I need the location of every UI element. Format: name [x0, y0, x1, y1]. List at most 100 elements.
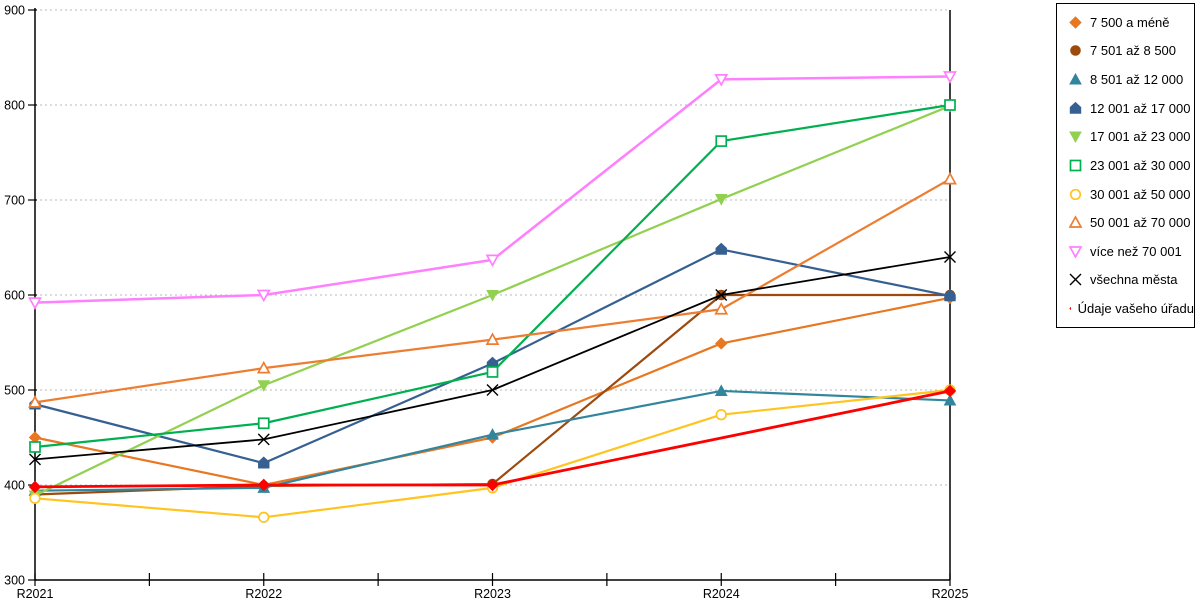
circle-legend-icon [1069, 188, 1082, 200]
legend-item: 7 500 a méně [1068, 9, 1194, 35]
series-marker [1069, 73, 1082, 85]
legend-item: 23 001 až 30 000 [1068, 152, 1194, 178]
y-tick-label: 400 [4, 479, 25, 493]
triangle-up-legend-icon [1069, 73, 1082, 85]
series-marker [715, 289, 728, 301]
y-tick-label: 500 [4, 384, 25, 398]
legend-item-label: 23 001 až 30 000 [1090, 157, 1191, 173]
series-10 [28, 384, 957, 494]
series-marker [1068, 245, 1083, 259]
series-marker [485, 254, 500, 268]
diamond-legend-icon [1069, 16, 1082, 29]
series-marker [944, 289, 956, 302]
series-marker [1069, 131, 1082, 144]
triangle-down-legend-icon [1069, 131, 1082, 144]
triangle-up-legend-icon [1068, 215, 1083, 229]
series-marker [1070, 45, 1081, 57]
series-marker [943, 171, 957, 185]
legend-item: 8 501 až 12 000 [1068, 67, 1194, 93]
legend-item-label: 50 001 až 70 000 [1090, 215, 1191, 231]
series-marker [944, 251, 956, 263]
series-marker [28, 480, 42, 494]
series-marker [258, 511, 270, 523]
y-tick-label: 800 [4, 99, 25, 113]
series-marker [714, 74, 729, 87]
legend-item: 7 501 až 8 500 [1068, 38, 1194, 64]
series-marker [29, 441, 41, 453]
legend-item-label: všechna města [1090, 272, 1178, 288]
series-marker [257, 417, 270, 430]
x-tick-label: R2022 [245, 587, 282, 600]
x-tick-label: R2025 [932, 587, 969, 600]
series-0 [28, 291, 957, 492]
series-marker [1069, 307, 1071, 310]
series-marker [1069, 188, 1082, 200]
series-marker [486, 384, 499, 396]
series-marker [943, 71, 957, 84]
legend-item-label: 7 501 až 8 500 [1090, 43, 1177, 59]
legend-item-label: Údaje vašeho úřadu [1077, 301, 1194, 317]
series-marker [1069, 159, 1082, 172]
legend-item-label: více než 70 001 [1090, 243, 1182, 259]
series-marker [1069, 16, 1082, 29]
x-legend-icon [1069, 273, 1082, 286]
legend-item: 30 001 až 50 000 [1068, 181, 1194, 207]
series-marker [256, 360, 271, 374]
series-7 [28, 171, 957, 408]
series-marker [944, 99, 956, 111]
legend-item-label: 17 001 až 23 000 [1090, 129, 1191, 145]
series-marker [715, 409, 727, 421]
y-tick-label: 300 [4, 574, 25, 588]
series-marker [486, 478, 499, 492]
x-tick-label: R2023 [474, 587, 511, 600]
series-marker [486, 290, 499, 302]
series-8 [28, 71, 957, 310]
legend-item-label: 12 001 až 17 000 [1090, 100, 1191, 116]
pentagon-legend-icon [1069, 101, 1082, 114]
legend-item: Údaje vašeho úřadu [1068, 296, 1194, 322]
series-marker [486, 366, 499, 378]
circle-legend-icon [1070, 45, 1081, 57]
legend-item: více než 70 001 [1068, 238, 1194, 264]
series-marker [714, 194, 728, 206]
legend-item-label: 7 500 a méně [1090, 14, 1170, 30]
series-marker [29, 492, 41, 504]
series-marker [715, 337, 728, 350]
series-marker [28, 395, 42, 408]
legend-item-label: 30 001 až 50 000 [1090, 186, 1191, 202]
series-9 [29, 251, 956, 466]
series-line [34, 388, 951, 519]
diamond-legend-icon [1069, 307, 1071, 310]
series-marker [714, 301, 729, 315]
legend-item: 50 001 až 70 000 [1068, 210, 1194, 236]
series-marker [257, 478, 270, 492]
square-legend-icon [1069, 159, 1082, 172]
y-tick-label: 700 [4, 194, 25, 208]
series-marker [943, 384, 957, 398]
x-tick-label: R2021 [17, 587, 54, 600]
series-line [34, 389, 951, 489]
series-line [34, 296, 951, 487]
legend: 7 500 a méně 7 501 až 8 500 8 501 až 12 00… [1056, 3, 1195, 328]
y-tick-label: 600 [4, 289, 25, 303]
series-marker [1068, 215, 1083, 229]
y-tick-label: 900 [4, 4, 25, 18]
series-marker [485, 332, 500, 345]
series-5 [29, 99, 956, 453]
triangle-down-legend-icon [1068, 245, 1083, 259]
series-marker [257, 380, 271, 392]
series-marker [1069, 101, 1082, 114]
series-marker [1069, 273, 1082, 286]
x-tick-label: R2024 [703, 587, 740, 600]
legend-item: 17 001 až 23 000 [1068, 124, 1194, 150]
series-marker [486, 428, 499, 440]
series-marker [28, 297, 42, 310]
series-marker [257, 433, 270, 446]
legend-item: všechna města [1068, 267, 1194, 293]
series-marker [258, 456, 270, 469]
series-marker [29, 453, 41, 466]
series-6 [29, 384, 956, 523]
series-marker [256, 289, 271, 303]
series-marker [715, 242, 727, 255]
